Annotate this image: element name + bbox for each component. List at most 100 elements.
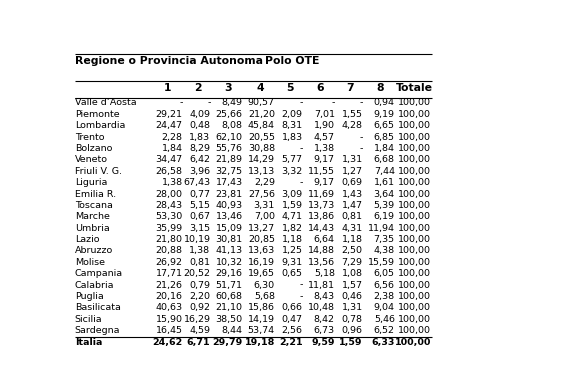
Text: 21,80: 21,80 (156, 235, 183, 244)
Text: 13,13: 13,13 (248, 167, 275, 176)
Text: 1,38: 1,38 (162, 178, 183, 187)
Text: 3,31: 3,31 (254, 201, 275, 210)
Text: -: - (359, 133, 362, 142)
Text: 6,56: 6,56 (374, 280, 395, 290)
Text: 0,77: 0,77 (189, 189, 211, 198)
Text: 2,20: 2,20 (189, 292, 211, 301)
Text: 8,08: 8,08 (222, 121, 242, 130)
Text: 10,19: 10,19 (183, 235, 211, 244)
Text: 6,30: 6,30 (254, 280, 275, 290)
Text: 2,28: 2,28 (162, 133, 183, 142)
Text: 20,88: 20,88 (156, 247, 183, 256)
Text: 100,00: 100,00 (398, 110, 431, 119)
Text: Toscana: Toscana (75, 201, 113, 210)
Text: 11,81: 11,81 (308, 280, 335, 290)
Text: 2,56: 2,56 (282, 326, 303, 335)
Text: 1,84: 1,84 (374, 144, 395, 153)
Text: 100,00: 100,00 (398, 292, 431, 301)
Text: 15,90: 15,90 (156, 315, 183, 324)
Text: 21,26: 21,26 (156, 280, 183, 290)
Text: 4,57: 4,57 (314, 133, 335, 142)
Text: Bolzano: Bolzano (75, 144, 112, 153)
Text: 4,38: 4,38 (374, 247, 395, 256)
Text: 100,00: 100,00 (398, 258, 431, 267)
Text: 35,99: 35,99 (155, 224, 183, 233)
Text: 53,30: 53,30 (155, 212, 183, 221)
Text: 0,92: 0,92 (189, 303, 211, 312)
Text: Emilia R.: Emilia R. (75, 189, 116, 198)
Text: 6,73: 6,73 (314, 326, 335, 335)
Text: 55,76: 55,76 (216, 144, 242, 153)
Text: 10,48: 10,48 (308, 303, 335, 312)
Text: 34,47: 34,47 (155, 156, 183, 165)
Text: 1,18: 1,18 (341, 235, 362, 244)
Text: 19,18: 19,18 (245, 338, 275, 347)
Text: 28,43: 28,43 (155, 201, 183, 210)
Text: Lazio: Lazio (75, 235, 99, 244)
Text: 32,75: 32,75 (216, 167, 242, 176)
Text: 100,00: 100,00 (398, 269, 431, 278)
Text: 0,67: 0,67 (189, 212, 211, 221)
Text: 3: 3 (224, 82, 232, 93)
Text: -: - (359, 144, 362, 153)
Text: 45,84: 45,84 (248, 121, 275, 130)
Text: 0,78: 0,78 (341, 315, 362, 324)
Text: Umbria: Umbria (75, 224, 109, 233)
Text: Sicilia: Sicilia (75, 315, 102, 324)
Text: 6,65: 6,65 (374, 121, 395, 130)
Text: Marche: Marche (75, 212, 109, 221)
Text: 3,15: 3,15 (189, 224, 211, 233)
Text: -: - (299, 280, 303, 290)
Text: 11,69: 11,69 (308, 189, 335, 198)
Text: 21,20: 21,20 (248, 110, 275, 119)
Text: 6,85: 6,85 (374, 133, 395, 142)
Text: 2,09: 2,09 (282, 110, 303, 119)
Text: Molise: Molise (75, 258, 105, 267)
Text: Valle d’Aosta: Valle d’Aosta (75, 98, 137, 107)
Text: 40,63: 40,63 (155, 303, 183, 312)
Text: 7,00: 7,00 (254, 212, 275, 221)
Text: 4,09: 4,09 (189, 110, 211, 119)
Text: 2,29: 2,29 (254, 178, 275, 187)
Text: 8,44: 8,44 (222, 326, 242, 335)
Text: 13,27: 13,27 (248, 224, 275, 233)
Text: 53,74: 53,74 (248, 326, 275, 335)
Text: 26,58: 26,58 (156, 167, 183, 176)
Text: 13,73: 13,73 (308, 201, 335, 210)
Text: 1,59: 1,59 (282, 201, 303, 210)
Text: 5,15: 5,15 (189, 201, 211, 210)
Text: 16,45: 16,45 (156, 326, 183, 335)
Text: 60,68: 60,68 (216, 292, 242, 301)
Text: 7: 7 (346, 82, 354, 93)
Text: 0,94: 0,94 (374, 98, 395, 107)
Text: 4,59: 4,59 (189, 326, 211, 335)
Text: 0,69: 0,69 (341, 178, 362, 187)
Text: 24,62: 24,62 (152, 338, 183, 347)
Text: 1,43: 1,43 (341, 189, 362, 198)
Text: 3,32: 3,32 (282, 167, 303, 176)
Text: 13,86: 13,86 (308, 212, 335, 221)
Text: Trento: Trento (75, 133, 104, 142)
Text: 30,81: 30,81 (216, 235, 242, 244)
Text: 100,00: 100,00 (398, 280, 431, 290)
Text: 24,47: 24,47 (156, 121, 183, 130)
Text: 19,65: 19,65 (248, 269, 275, 278)
Text: 100,00: 100,00 (394, 338, 431, 347)
Text: 6,42: 6,42 (189, 156, 211, 165)
Text: 10,32: 10,32 (216, 258, 242, 267)
Text: 1,47: 1,47 (341, 201, 362, 210)
Text: 67,43: 67,43 (183, 178, 211, 187)
Text: 5,68: 5,68 (254, 292, 275, 301)
Text: 100,00: 100,00 (398, 315, 431, 324)
Text: 28,00: 28,00 (156, 189, 183, 198)
Text: -: - (299, 292, 303, 301)
Text: 1,18: 1,18 (282, 235, 303, 244)
Text: 0,81: 0,81 (189, 258, 211, 267)
Text: 100,00: 100,00 (398, 303, 431, 312)
Text: 7,29: 7,29 (341, 258, 362, 267)
Text: 9,17: 9,17 (314, 178, 335, 187)
Text: 9,04: 9,04 (374, 303, 395, 312)
Text: 0,79: 0,79 (189, 280, 211, 290)
Text: 30,88: 30,88 (248, 144, 275, 153)
Text: 51,71: 51,71 (216, 280, 242, 290)
